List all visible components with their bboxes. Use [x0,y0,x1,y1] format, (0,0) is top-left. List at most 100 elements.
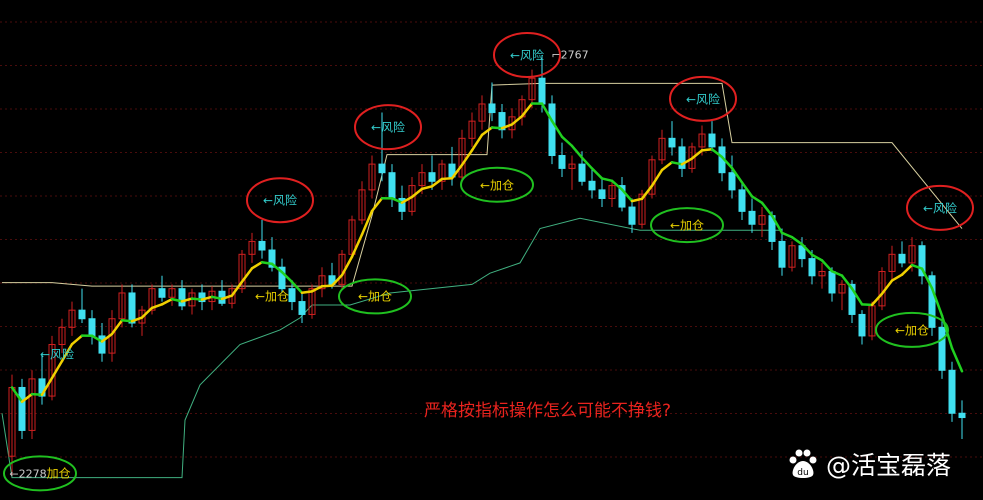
candle-up [308,288,316,315]
trend-line-segment [340,255,354,277]
candle-up [318,275,326,290]
trend-line-segment [850,287,864,306]
candle-up [788,245,796,268]
risk-annotation-circle [246,177,314,224]
risk-annotation-circle [354,104,422,151]
candle-down [928,275,936,328]
candle-down [558,155,566,169]
trend-line-segment [300,290,314,295]
trend-line-segment [170,297,184,303]
candle-up [758,215,766,225]
candle-up [438,163,446,182]
trend-line-segment [320,284,334,288]
candle-up [28,378,36,431]
candle-down [938,326,946,371]
candle-down [18,386,26,431]
trend-line-segment [650,168,664,188]
trend-line-segment [730,166,744,184]
candle-down [598,189,606,199]
candle-down [738,189,746,212]
trend-line-segment [390,197,404,204]
candle-up [638,193,646,225]
trend-line-segment [570,144,584,159]
risk-annotation: ←风险 [923,199,957,216]
candle-up [468,120,476,139]
watermark: du @活宝磊落 [786,446,951,482]
candle-down [618,185,626,208]
trend-line-segment [160,297,174,306]
trend-line-segment [760,201,774,217]
risk-annotation-label: ←风险 [39,347,75,362]
risk-annotation-label: ←风险 [370,120,406,135]
candle-down [488,103,496,114]
trend-line-segment [330,273,344,287]
candle-up [48,344,56,397]
trend-line-segment [410,187,424,199]
trend-line-segment [920,267,934,290]
trend-line-segment [460,149,474,167]
candle-down [258,240,266,251]
candle-down [588,180,596,191]
add-position-annotation: ←加仓 [358,288,392,305]
trend-line-segment [660,161,674,172]
add-position-annotation-label: ←加仓 [479,178,515,193]
trend-line-segment [140,306,154,319]
candle-down [728,172,736,191]
trend-line-segment [280,270,294,284]
watermark-text: @活宝磊落 [826,451,952,480]
trend-line-segment [710,147,724,159]
trend-line-segment [640,184,654,201]
candle-down [578,163,586,182]
trend-line-segment [620,188,634,203]
candle-down [678,146,686,169]
candle-up [68,309,76,328]
trend-line-segment [20,392,34,404]
candle-down [628,206,636,225]
trend-line-segment [810,253,824,262]
candle-down [808,258,816,277]
trend-line-segment [540,102,554,123]
candle-up [458,137,466,178]
candle-down [198,292,206,303]
candle-down [128,292,136,324]
trend-line-segment [780,231,794,239]
trend-line-segment [50,359,64,380]
add-position-annotation-label: ←加仓 [669,218,705,233]
trend-line-segment [910,263,924,270]
candle-down [378,163,386,174]
trend-line-segment [890,273,904,282]
candle-up [608,185,616,199]
candle-up [818,270,826,277]
trend-line-segment [10,386,24,404]
candle-up [838,283,846,294]
trend-line-segment [230,280,244,297]
candle-up [138,309,146,324]
risk-annotation: ←风险 [371,119,405,136]
candle-down [428,172,436,182]
trend-line-segment [930,286,944,317]
risk-annotation: ←风险 [263,192,297,209]
trend-line-segment [190,297,204,301]
trend-line-segment [210,295,224,301]
candle-down [858,313,866,337]
candle-down [398,197,406,212]
candle-down [778,240,786,268]
trend-line-segment [840,274,854,290]
trend-line-segment [90,334,104,343]
candle-down [668,137,676,148]
trend-line-segment [420,185,434,191]
trend-line-segment [800,243,814,257]
candle-up [358,189,366,221]
candle-up [528,77,536,101]
low-price-label: ←2278 [9,467,47,481]
trend-line-segment [900,263,914,276]
trend-line-segment [400,195,414,204]
add-position-annotation-label: ←加仓 [357,289,393,304]
candle-up [478,103,486,122]
headline: 严格按指标操作怎么可能不挣钱? [424,401,672,421]
trend-line-segment [830,269,844,277]
trend-line-segment [150,303,164,310]
candle-up [568,163,576,169]
add-position-annotation-label: 加仓 [46,466,71,481]
candle-down [828,270,836,294]
